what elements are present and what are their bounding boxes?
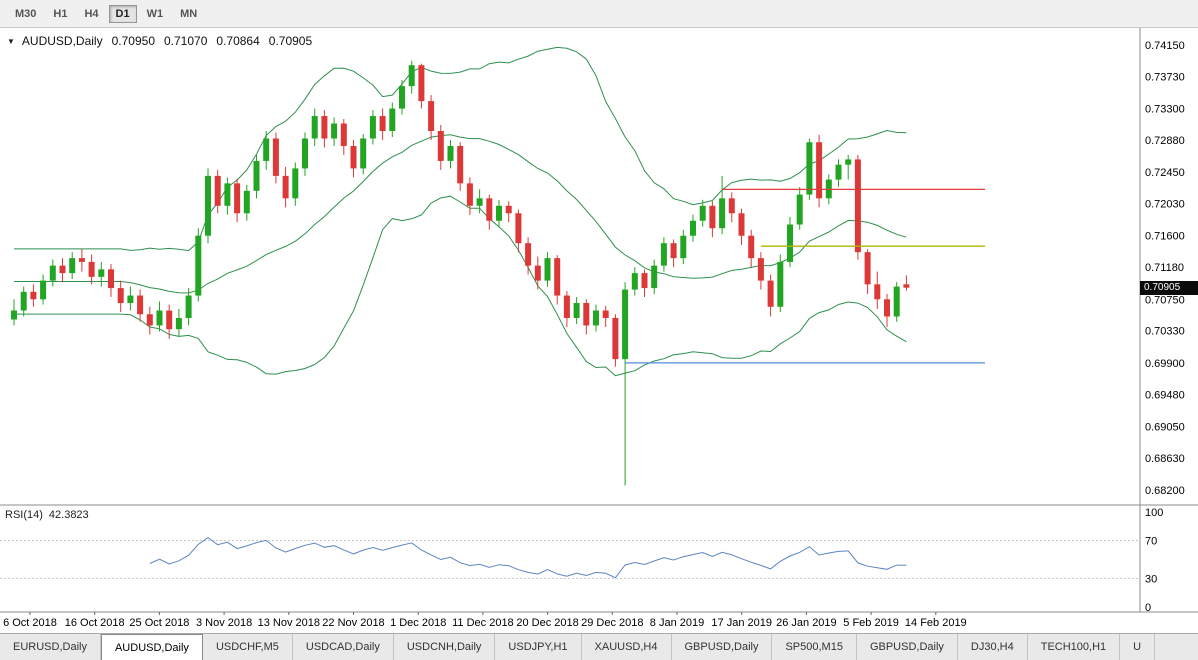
svg-text:26 Jan 2019: 26 Jan 2019: [776, 617, 837, 629]
price-axis[interactable]: 0.74150 0.73730 0.73300 0.72880 0.72450 0.720…: [1145, 40, 1185, 497]
date-axis[interactable]: 6 Oct 2018 16 Oct 2018 25 Oct 2018 3 Nov 20…: [3, 612, 967, 629]
chart-tab-dj30-h4[interactable]: DJ30,H4: [957, 634, 1028, 660]
timeframe-button-w1[interactable]: W1: [140, 5, 171, 23]
svg-text:0.70330: 0.70330: [1145, 326, 1185, 338]
current-price-badge: 0.70905: [1140, 281, 1198, 295]
svg-text:25 Oct 2018: 25 Oct 2018: [129, 617, 189, 629]
rsi-polyline: [149, 536, 907, 579]
chart-tab-tech100-h1[interactable]: TECH100,H1: [1027, 634, 1121, 660]
panel-separators: [0, 28, 1198, 613]
svg-text:13 Nov 2018: 13 Nov 2018: [258, 617, 320, 629]
horizontal-lines: [625, 188, 985, 364]
svg-text:5 Feb 2019: 5 Feb 2019: [843, 617, 899, 629]
timeframe-button-m30[interactable]: M30: [8, 5, 43, 23]
timeframe-button-h1[interactable]: H1: [46, 5, 74, 23]
svg-text:0.72450: 0.72450: [1145, 167, 1185, 179]
chart-tab-gbpusd-daily[interactable]: GBPUSD,Daily: [856, 634, 958, 660]
svg-text:0: 0: [1145, 602, 1151, 614]
svg-text:14 Feb 2019: 14 Feb 2019: [905, 617, 967, 629]
chart-tab-xauusd-h4[interactable]: XAUUSD,H4: [581, 634, 672, 660]
svg-text:30: 30: [1145, 574, 1157, 586]
timeframe-toolbar: M30 H1 H4 D1 W1 MN: [0, 0, 1198, 28]
svg-text:17 Jan 2019: 17 Jan 2019: [711, 617, 772, 629]
svg-text:3 Nov 2018: 3 Nov 2018: [196, 617, 252, 629]
timeframe-button-h4[interactable]: H4: [77, 5, 105, 23]
chart-tab-usdcnh-daily[interactable]: USDCNH,Daily: [393, 634, 496, 660]
chart-tab-sp500-m15[interactable]: SP500,M15: [772, 634, 857, 660]
svg-text:22 Nov 2018: 22 Nov 2018: [322, 617, 384, 629]
candlesticks: [11, 60, 910, 486]
chart-tab-eurusd-daily[interactable]: EURUSD,Daily: [0, 634, 101, 660]
svg-text:0.73300: 0.73300: [1145, 104, 1185, 116]
svg-text:70: 70: [1145, 536, 1157, 548]
svg-text:29 Dec 2018: 29 Dec 2018: [581, 617, 643, 629]
svg-text:20 Dec 2018: 20 Dec 2018: [516, 617, 578, 629]
rsi-axis[interactable]: 100 70 30 0: [1145, 507, 1163, 614]
bollinger-upper-band: [14, 46, 907, 252]
svg-text:0.69480: 0.69480: [1145, 389, 1185, 401]
svg-text:0.69050: 0.69050: [1145, 421, 1185, 433]
bollinger-middle-band: [14, 134, 907, 294]
svg-text:16 Oct 2018: 16 Oct 2018: [65, 617, 125, 629]
price-chart-canvas[interactable]: 0.74150 0.73730 0.73300 0.72880 0.72450 0.720…: [0, 28, 1198, 633]
chart-tab-usdjpy-h1[interactable]: USDJPY,H1: [495, 634, 582, 660]
chart-tab-usdcad-daily[interactable]: USDCAD,Daily: [292, 634, 394, 660]
svg-text:0.74150: 0.74150: [1145, 40, 1185, 52]
rsi-line: [149, 536, 907, 579]
svg-text:11 Dec 2018: 11 Dec 2018: [452, 617, 514, 629]
svg-text:8 Jan 2019: 8 Jan 2019: [650, 617, 704, 629]
chart-tab-audusd-daily[interactable]: AUDUSD,Daily: [100, 634, 203, 660]
svg-text:0.68200: 0.68200: [1145, 485, 1185, 497]
svg-text:1 Dec 2018: 1 Dec 2018: [390, 617, 446, 629]
svg-text:0.73730: 0.73730: [1145, 71, 1185, 83]
svg-text:0.70750: 0.70750: [1145, 294, 1185, 306]
chart-tabs-bar: EURUSD,Daily AUDUSD,Daily USDCHF,M5 USDCAD,…: [0, 633, 1198, 660]
svg-text:0.71600: 0.71600: [1145, 231, 1185, 243]
timeframe-button-mn[interactable]: MN: [173, 5, 204, 23]
svg-text:100: 100: [1145, 507, 1163, 519]
svg-text:0.71180: 0.71180: [1145, 262, 1184, 274]
chart-tab-gbpusd-daily[interactable]: GBPUSD,Daily: [671, 634, 773, 660]
svg-text:0.69900: 0.69900: [1145, 358, 1185, 370]
svg-text:6 Oct 2018: 6 Oct 2018: [3, 617, 57, 629]
rsi-level-lines: [0, 540, 1140, 579]
chart-tab-usdchf-m5[interactable]: USDCHF,M5: [202, 634, 293, 660]
bollinger-bands: [14, 46, 907, 377]
chart-tab-u[interactable]: U: [1120, 634, 1156, 660]
svg-text:0.68630: 0.68630: [1145, 453, 1185, 465]
bollinger-lower-band: [14, 195, 907, 377]
timeframe-button-d1[interactable]: D1: [108, 4, 137, 23]
svg-text:0.72030: 0.72030: [1145, 199, 1185, 211]
svg-text:0.72880: 0.72880: [1145, 135, 1185, 147]
